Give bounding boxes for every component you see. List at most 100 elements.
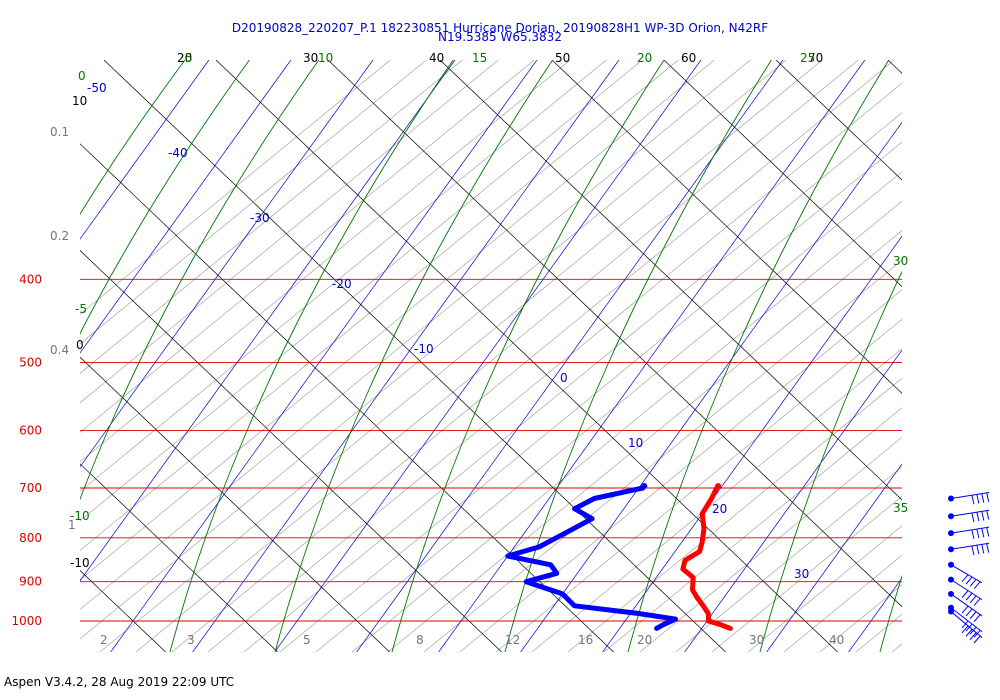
mixing-ratio-line (171, 60, 895, 652)
wind-barb-feather (986, 492, 990, 502)
mixing-ratio-line (80, 60, 607, 492)
isotherm-line (931, 60, 1000, 652)
mixing-ratio-line (459, 289, 902, 652)
wind-barb-feather (986, 510, 990, 520)
isotherm-line (766, 463, 902, 652)
temperature-profile-top-point (715, 483, 722, 489)
dry-adiabat-line (887, 60, 902, 74)
dry-adiabat-line (551, 60, 902, 394)
isobar-label: 400 (19, 272, 42, 286)
isobar-label: 700 (19, 481, 42, 495)
dry-adiabat-line (80, 356, 390, 652)
mixing-ratio-line (80, 60, 391, 315)
chart-subtitle: N19.5385 W65.3832 (438, 30, 562, 44)
mixing-ratio-line (639, 436, 902, 652)
isotherm-line (848, 577, 902, 652)
wind-barb-feather (961, 605, 969, 614)
isotherm-label: -20 (332, 277, 352, 291)
mixing-ratio-label: 8 (416, 633, 424, 647)
dry-adiabat-label: 0 (76, 338, 84, 352)
dry-adiabat-line (439, 60, 902, 501)
mixing-ratio-line (711, 495, 902, 652)
isotherm-label: 10 (628, 436, 643, 450)
dewpoint-profile-top-point (641, 483, 648, 489)
moist-adiabat-label: 0 (78, 69, 86, 83)
isotherm-line (110, 60, 538, 652)
wind-barb-feather (973, 581, 981, 590)
mixing-ratio-line (207, 82, 902, 652)
mixing-ratio-label: 0.1 (50, 125, 69, 139)
isotherm-line (80, 60, 374, 468)
wind-barb (948, 590, 983, 622)
isobar-label: 1000 (11, 614, 42, 628)
wind-barb-staff (950, 526, 990, 534)
mixing-ratio-line (423, 259, 902, 652)
mixing-ratio-line (747, 525, 902, 652)
isotherm-line (602, 235, 902, 652)
mixing-ratio-line (891, 643, 902, 652)
wind-barb-staff (950, 492, 990, 499)
moist-adiabat-label: -10 (70, 509, 90, 523)
isobars (80, 278, 902, 622)
wind-barb-feather (961, 620, 969, 629)
isotherm-line (192, 60, 620, 652)
mixing-ratio-line (243, 112, 902, 652)
moist-adiabat-label: 15 (472, 51, 487, 65)
mixing-ratio-line (80, 60, 535, 433)
isotherm-line (684, 349, 902, 652)
mixing-ratio-label: 2 (100, 633, 108, 647)
isotherm-label: 20 (712, 502, 727, 516)
moist-adiabat-label: 35 (893, 501, 908, 515)
mixing-ratio-label: 1 (68, 518, 76, 532)
isotherm-line (80, 60, 210, 240)
dry-adiabat-line (103, 60, 726, 652)
dry-adiabat-line (327, 60, 902, 608)
wind-barb-feather (986, 527, 990, 537)
wind-barb (948, 526, 990, 539)
mixing-ratio-line (855, 613, 902, 652)
isotherm-line (274, 60, 702, 652)
mixing-ratio-label: 20 (637, 633, 652, 647)
wind-barb-feather (981, 511, 985, 521)
dry-adiabat-label: 40 (429, 51, 444, 65)
wind-barb-feather (973, 614, 981, 622)
moist-adiabat-line (80, 60, 186, 215)
wind-barb (948, 561, 983, 590)
mixing-ratio-label: 12 (505, 633, 520, 647)
wind-barb-feather (971, 545, 975, 556)
mixing-ratio-label: 16 (578, 633, 593, 647)
dry-adiabat-line (80, 249, 502, 652)
mixing-ratio-label: 0.2 (50, 229, 69, 243)
dewpoint-profile (505, 485, 678, 631)
dry-adiabat-label: 30 (303, 51, 318, 65)
mixing-ratio-label: 5 (303, 633, 311, 647)
mixing-ratio-line (783, 554, 902, 652)
moist-adiabat-line (80, 60, 250, 335)
isotherm-label: 30 (794, 567, 809, 581)
mixing-ratio-line (495, 318, 902, 652)
wind-barb-feather (961, 625, 969, 634)
wind-barb-feather (981, 528, 985, 538)
isotherm-label: -10 (414, 342, 434, 356)
wind-barb-feather (965, 628, 973, 637)
isotherm-line (80, 60, 456, 582)
dry-adiabat-label: 70 (808, 51, 823, 65)
moist-adiabat-label: 20 (637, 51, 652, 65)
wind-barb-staff (950, 579, 983, 601)
wind-barb (948, 576, 983, 606)
isotherm-label: -30 (250, 211, 270, 225)
isobar-label: 600 (19, 424, 42, 438)
wind-barb-feather (965, 608, 973, 617)
footer-version: Aspen V3.4.2, 28 Aug 2019 22:09 UTC (4, 675, 235, 689)
moist-adiabat-line (169, 60, 454, 652)
wind-barb-feather (965, 592, 973, 601)
mixing-ratio-line (279, 141, 902, 652)
moist-adiabat-label: 30 (893, 254, 908, 268)
wind-barb-staff (950, 509, 990, 517)
mixing-ratio-line (80, 60, 679, 551)
dry-adiabat-label: 10 (72, 94, 87, 108)
moist-adiabat-line (759, 270, 902, 652)
wind-barb-feather (969, 611, 977, 620)
wind-barb (948, 509, 990, 523)
